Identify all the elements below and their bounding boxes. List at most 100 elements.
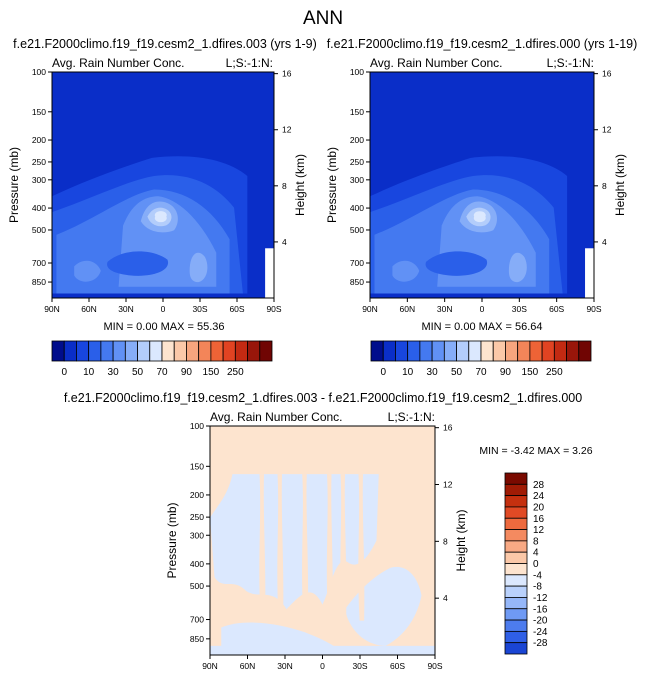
chart_data.2-ytick-label: 400	[190, 559, 204, 569]
colorbar-swatch	[198, 340, 212, 362]
chart_data.1-ytick-label: 100	[350, 67, 364, 77]
chart_data.1-xtick-label: 90N	[362, 304, 378, 314]
colorbar-swatch	[578, 340, 592, 362]
field-contours	[210, 426, 435, 655]
colorbar-swatch	[504, 597, 528, 610]
chart_data.2-xtick-label: 60S	[390, 661, 405, 671]
panel-1-subtitle-left: Avg. Rain Number Conc.	[52, 56, 185, 70]
chart_data.1-ytick-label: 200	[350, 135, 364, 145]
chart_data.0-xtick-label: 30S	[192, 304, 207, 314]
missing-data-region	[265, 248, 274, 298]
panel-3-subtitle-right: L;S:-1:N:	[388, 410, 435, 424]
contour-level-positive-streak-2	[277, 474, 284, 621]
colorbar-label: 50	[451, 367, 463, 378]
colorbar-label: 30	[108, 367, 120, 378]
colorbar-swatch	[370, 340, 384, 362]
colorbar-swatch	[504, 551, 528, 564]
colorbar-swatch	[259, 340, 273, 362]
chart_data.2-ylabel: Pressure (mb)	[165, 502, 179, 578]
colorbar-swatch	[419, 340, 433, 362]
chart_data.2-ylabel-right: Height (km)	[454, 509, 468, 571]
chart_data.0-ytick-label: 250	[32, 157, 46, 167]
colorbar-swatch	[492, 340, 506, 362]
chart_data.0-ytick-label: 150	[32, 107, 46, 117]
chart_data.0-xtick-label: 90S	[266, 304, 281, 314]
colorbar-label: 250	[227, 367, 244, 378]
colorbar-swatch	[504, 529, 528, 542]
missing-data-region	[585, 248, 594, 298]
field-contours	[52, 72, 274, 298]
colorbar-label: 70	[156, 367, 168, 378]
chart_data.2-height-tick-label: 16	[443, 423, 453, 433]
contour-level-10	[508, 252, 527, 283]
colorbar-label: 8	[533, 536, 539, 547]
colorbar-swatch	[149, 340, 163, 362]
chart_data.2-xtick-label: 60N	[240, 661, 256, 671]
colorbar-label: 150	[203, 367, 220, 378]
colorbar-label: 30	[427, 367, 439, 378]
chart_data.2-ytick-label: 250	[190, 512, 204, 522]
chart_data.2-ytick-label: 200	[190, 490, 204, 500]
colorbar-swatch	[566, 340, 580, 362]
chart_data.1-height-tick-label: 8	[602, 181, 607, 191]
colorbar-swatch	[382, 340, 396, 362]
colorbar-label: -28	[533, 638, 548, 649]
colorbar-swatch	[504, 563, 528, 576]
chart_data.2-ytick-label: 700	[190, 615, 204, 625]
colorbar-label: 20	[533, 502, 545, 513]
chart_data.0-ytick-label: 850	[32, 277, 46, 287]
chart_data.2-ytick-label: 300	[190, 530, 204, 540]
chart_data.1-ytick-label: 150	[350, 107, 364, 117]
chart_data.1-ytick-label: 850	[350, 277, 364, 287]
panel-1-plot: 100 150 200 250 300 400 500 700 850 90N 60N 30N 0 30S…	[7, 67, 307, 314]
colorbar-swatch	[480, 340, 494, 362]
colorbar-label: 16	[533, 514, 545, 525]
colorbar-swatch	[541, 340, 555, 362]
chart_data.2-ytick-label: 500	[190, 581, 204, 591]
colorbar-label: 50	[132, 367, 144, 378]
chart_data.0-xtick-label: 90N	[44, 304, 60, 314]
colorbar-label: 28	[533, 480, 545, 491]
chart_data.2-xtick-label: 0	[320, 661, 325, 671]
chart_data.0-ytick-label: 300	[32, 175, 46, 185]
colorbar-label: -8	[533, 582, 542, 593]
colorbar-swatch	[76, 340, 90, 362]
chart_data.1-ytick-label: 500	[350, 225, 364, 235]
colorbar-swatch	[529, 340, 543, 362]
panel-3-title: f.e21.F2000climo.f19_f19.cesm2_1.dfires.…	[64, 391, 582, 405]
chart_data.0-ylabel-right: Height (km)	[293, 154, 307, 216]
chart_data.2-ytick-label: 150	[190, 461, 204, 471]
colorbar-label: -16	[533, 604, 548, 615]
chart_data.1-ylabel: Pressure (mb)	[325, 147, 339, 223]
chart_data.1-xtick-label: 60N	[400, 304, 416, 314]
panel-2: f.e21.F2000climo.f19_f19.cesm2_1.dfires.…	[325, 37, 637, 378]
panel-3: f.e21.F2000climo.f19_f19.cesm2_1.dfires.…	[64, 391, 593, 671]
chart_data.0-ytick-label: 500	[32, 225, 46, 235]
contour-level-negative-1	[210, 474, 379, 610]
contour-level-positive-streak-6	[358, 474, 365, 621]
colorbar-swatch	[504, 574, 528, 587]
colorbar-swatch	[186, 340, 200, 362]
chart_data.0-xtick-label: 0	[161, 304, 166, 314]
panel-1-colorbar: 0 10 30 50 70 90 150 250	[51, 340, 273, 378]
chart_data.0-ylabel: Pressure (mb)	[7, 147, 21, 223]
contour-level-11	[74, 260, 101, 282]
colorbar-label: 0	[380, 367, 386, 378]
panel-2-colorbar: 0 10 30 50 70 90 150 250	[370, 340, 592, 378]
chart_data.1-xtick-label: 30S	[512, 304, 527, 314]
panel-1: f.e21.F2000climo.f19_f19.cesm2_1.dfires.…	[7, 37, 317, 378]
contour-level-positive-streak-1	[259, 474, 266, 621]
chart_data.2-height-tick-label: 12	[443, 480, 453, 490]
chart_data.0-xtick-label: 60N	[81, 304, 97, 314]
chart_data.0-ytick-label: 200	[32, 135, 46, 145]
colorbar-label: -12	[533, 593, 548, 604]
colorbar-swatch	[88, 340, 102, 362]
colorbar-swatch	[234, 340, 248, 362]
chart_data.1-height-tick-label: 12	[602, 125, 612, 135]
colorbar-swatch	[173, 340, 187, 362]
colorbar-swatch	[51, 340, 65, 362]
colorbar-label: 250	[546, 367, 563, 378]
panel-2-plot: 100 150 200 250 300 400 500 700 850 90N 60N 30N 0 30S…	[325, 67, 627, 314]
chart_data.1-ytick-label: 700	[350, 258, 364, 268]
